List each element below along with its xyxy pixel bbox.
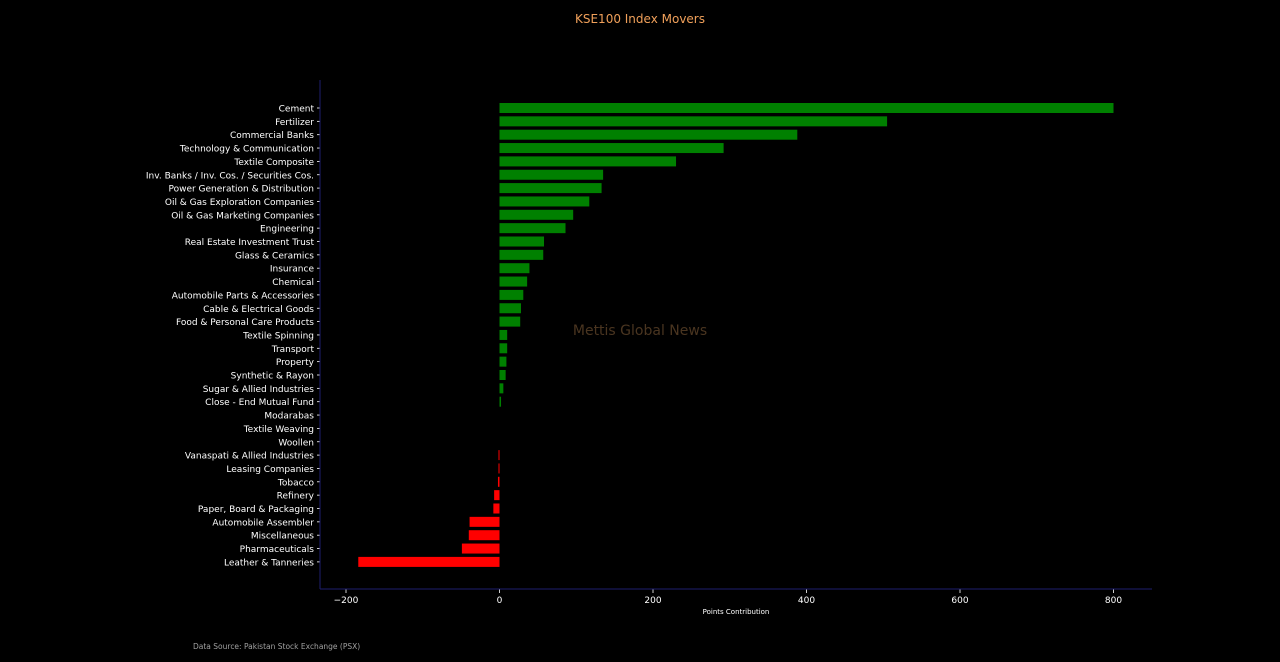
bar-food-personal-care-products [499, 316, 521, 327]
category-label-sugar-allied-industries: Sugar & Allied Industries [203, 385, 315, 395]
bar-real-estate-investment-trust [499, 236, 545, 247]
bar-insurance [499, 263, 530, 274]
bar-leather-tanneries [358, 556, 500, 567]
bar-textile-composite [499, 156, 677, 167]
bar-commercial-banks [499, 129, 798, 140]
bar-power-generation-distribution [499, 183, 602, 194]
bar-miscellaneous [468, 530, 500, 541]
category-label-tobacco: Tobacco [277, 478, 315, 488]
bar-glass-ceramics [499, 249, 544, 260]
category-label-vanaspati-allied-industries: Vanaspati & Allied Industries [185, 452, 314, 462]
category-label-power-generation-distribution: Power Generation & Distribution [168, 185, 314, 195]
category-label-automobile-assembler: Automobile Assembler [212, 518, 314, 528]
x-tick-label: 0 [497, 596, 503, 606]
category-label-real-estate-investment-trust: Real Estate Investment Trust [185, 238, 315, 248]
bar-oil-gas-exploration-companies [499, 196, 590, 207]
category-label-leather-tanneries: Leather & Tanneries [224, 558, 314, 568]
bar-vanaspati-allied-industries [498, 450, 500, 461]
category-label-insurance: Insurance [270, 265, 315, 275]
bar-automobile-parts-accessories [499, 289, 524, 300]
category-label-glass-ceramics: Glass & Ceramics [235, 251, 314, 261]
bar-group [358, 103, 1114, 567]
bar-close-end-mutual-fund [499, 396, 502, 407]
category-label-modarabas: Modarabas [264, 412, 314, 422]
category-label-transport: Transport [271, 345, 315, 355]
category-label-leasing-companies: Leasing Companies [226, 465, 314, 475]
x-tick-label: 400 [798, 596, 815, 606]
bar-cable-electrical-goods [499, 303, 521, 314]
category-label-close-end-mutual-fund: Close - End Mutual Fund [205, 398, 314, 408]
category-label-miscellaneous: Miscellaneous [251, 532, 314, 542]
x-axis: −200 0 200 400 600 800 [334, 589, 1122, 606]
category-label-textile-spinning: Textile Spinning [242, 331, 314, 341]
x-tick-label: 200 [644, 596, 661, 606]
bar-pharmaceuticals [461, 543, 500, 554]
watermark: Mettis Global News [573, 323, 707, 339]
category-label-commercial-banks: Commercial Banks [230, 131, 314, 141]
category-label-synthetic-rayon: Synthetic & Rayon [231, 372, 314, 382]
category-label-textile-weaving: Textile Weaving [243, 425, 314, 435]
category-label-technology-communication: Technology & Communication [179, 145, 314, 155]
category-label-cable-electrical-goods: Cable & Electrical Goods [203, 305, 314, 315]
bar-tobacco [497, 476, 500, 487]
bar-technology-communication [499, 143, 724, 154]
bar-fertilizer [499, 116, 888, 127]
bar-automobile-assembler [469, 516, 500, 527]
bar-sugar-allied-industries [499, 383, 504, 394]
x-tick-label: 800 [1105, 596, 1122, 606]
bar-leasing-companies [498, 463, 500, 474]
category-label-inv-banks-inv-cos-securities-cos: Inv. Banks / Inv. Cos. / Securities Cos. [146, 171, 314, 181]
bar-paper-board-packaging [493, 503, 500, 514]
category-label-paper-board-packaging: Paper, Board & Packaging [198, 505, 314, 515]
category-label-oil-gas-exploration-companies: Oil & Gas Exploration Companies [165, 198, 314, 208]
category-label-engineering: Engineering [260, 225, 314, 235]
category-label-oil-gas-marketing-companies: Oil & Gas Marketing Companies [171, 211, 314, 221]
category-label-pharmaceuticals: Pharmaceuticals [240, 545, 315, 555]
bar-synthetic-rayon [499, 370, 506, 380]
category-label-property: Property [276, 358, 315, 368]
x-axis-label: Points Contribution [703, 608, 770, 616]
bar-oil-gas-marketing-companies [499, 209, 574, 220]
category-label-textile-composite: Textile Composite [233, 158, 314, 168]
bar-inv-banks-inv-cos-securities-cos [499, 169, 604, 180]
bar-chemical [499, 276, 528, 287]
category-labels: Cement Fertilizer Commercial Banks Technolo… [146, 105, 320, 568]
category-label-woollen: Woollen [278, 438, 314, 448]
bar-refinery [494, 490, 500, 501]
source-note: Data Source: Pakistan Stock Exchange (PS… [193, 642, 360, 651]
category-label-fertilizer: Fertilizer [275, 118, 314, 128]
x-tick-label: −200 [334, 596, 359, 606]
category-label-chemical: Chemical [272, 278, 314, 288]
bar-cement [499, 103, 1114, 113]
x-tick-label: 600 [951, 596, 968, 606]
category-label-cement: Cement [279, 105, 315, 115]
category-label-automobile-parts-accessories: Automobile Parts & Accessories [172, 291, 315, 301]
bar-engineering [499, 223, 566, 234]
bar-property [499, 356, 507, 367]
chart-title: KSE100 Index Movers [575, 12, 705, 26]
category-label-refinery: Refinery [277, 492, 315, 502]
bar-textile-spinning [499, 329, 508, 340]
bar-transport [499, 343, 508, 354]
category-label-food-personal-care-products: Food & Personal Care Products [176, 318, 314, 328]
